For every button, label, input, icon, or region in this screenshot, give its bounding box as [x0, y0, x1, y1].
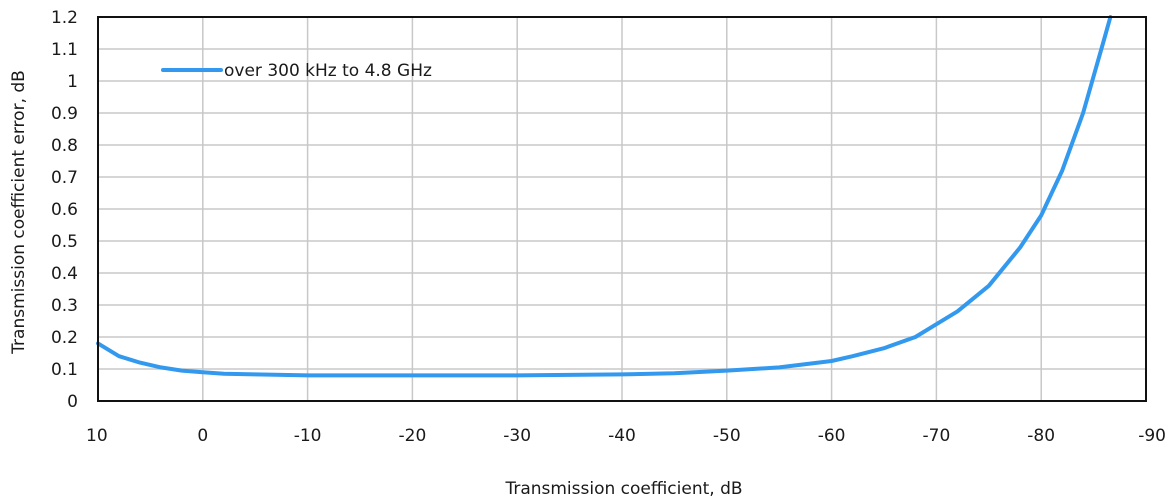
- legend-label: over 300 kHz to 4.8 GHz: [224, 61, 432, 81]
- x-tick-label: -90: [1138, 426, 1166, 446]
- plot-frame: [97, 16, 1147, 402]
- y-tick-label: 1.1: [51, 40, 78, 60]
- series-layer: [96, 15, 1113, 378]
- y-tick-label: 0.6: [51, 200, 78, 220]
- x-tick-label: -50: [713, 426, 741, 446]
- x-tick-label: -60: [818, 426, 846, 446]
- x-axis-title: Transmission coefficient, dB: [504, 479, 742, 499]
- y-axis-title: Transmission coefficient error, dB: [9, 70, 29, 355]
- x-tick-label: -20: [399, 426, 427, 446]
- y-tick-label: 1: [67, 72, 78, 92]
- x-tick-label: -80: [1027, 426, 1055, 446]
- y-tick-label: 0.7: [51, 168, 78, 188]
- legend: over 300 kHz to 4.8 GHz: [161, 61, 432, 81]
- x-tick-label: -10: [294, 426, 322, 446]
- x-tick-label: -40: [608, 426, 636, 446]
- x-tick-label: 10: [86, 426, 108, 446]
- series-line: [96, 15, 1113, 378]
- y-tick-label: 1.2: [51, 8, 78, 28]
- y-tick-label: 0.4: [51, 264, 78, 284]
- y-tick-labels: 0 0.1 0.2 0.3 0.4 0.5 0.6 0.7 0.8 0.9 1 1.1 1.2: [51, 8, 78, 412]
- y-tick-label: 0.3: [51, 296, 78, 316]
- y-tick-label: 0.2: [51, 328, 78, 348]
- x-tick-label: -70: [923, 426, 951, 446]
- y-tick-label: 0.1: [51, 360, 78, 380]
- x-tick-label: -30: [503, 426, 531, 446]
- x-tick-label: 0: [197, 426, 208, 446]
- y-tick-label: 0.5: [51, 232, 78, 252]
- x-tick-labels: 10 0 -10 -20 -30 -40 -50 -60 -70 -80 -90: [86, 426, 1166, 446]
- y-tick-label: 0.9: [51, 104, 78, 124]
- y-tick-label: 0.8: [51, 136, 78, 156]
- y-tick-label: 0: [67, 392, 78, 412]
